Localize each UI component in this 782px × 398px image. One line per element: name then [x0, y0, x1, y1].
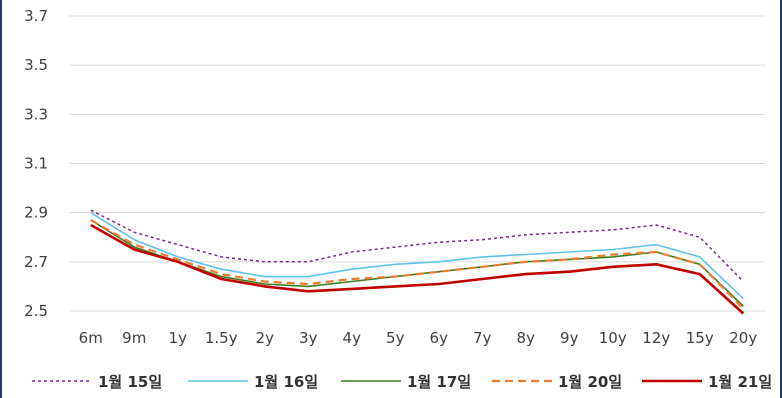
- legend-label-2: 1월 16일: [254, 373, 318, 391]
- y-tick-label: 3.5: [24, 56, 48, 74]
- y-tick-label: 3.3: [24, 105, 48, 123]
- legend-label-1: 1월 15일: [98, 373, 162, 391]
- series-line-1: [90, 209, 744, 283]
- legend-label-3: 1월 17일: [407, 373, 471, 391]
- x-tick-label: 7y: [473, 329, 492, 347]
- x-tick-label: 3y: [299, 329, 318, 347]
- x-tick-label: 9y: [560, 329, 579, 347]
- y-tick-label: 3.7: [24, 7, 48, 25]
- x-tick-label: 5y: [386, 329, 405, 347]
- x-tick-label: 8y: [517, 329, 536, 347]
- series-line-4: [90, 219, 745, 310]
- x-tick-label: 6m: [79, 329, 103, 347]
- y-tick-label: 2.5: [24, 302, 48, 320]
- x-tick-label: 20y: [729, 329, 757, 347]
- x-tick-label: 4y: [343, 329, 362, 347]
- x-tick-label: 2y: [256, 329, 275, 347]
- y-tick-label: 2.7: [24, 253, 48, 271]
- x-tick-label: 6y: [430, 329, 449, 347]
- legend-label-4: 1월 20일: [558, 373, 622, 391]
- y-tick-label: 2.9: [24, 204, 48, 222]
- x-tick-label: 12y: [642, 329, 670, 347]
- series-line-5: [90, 223, 745, 315]
- x-tick-label: 15y: [686, 329, 714, 347]
- legend-label-5: 1월 21일: [708, 373, 772, 391]
- x-tick-label: 1y: [169, 329, 188, 347]
- y-tick-label: 3.1: [24, 155, 48, 173]
- x-tick-label: 1.5y: [205, 329, 238, 347]
- x-tick-label: 9m: [122, 329, 146, 347]
- x-tick-label: 10y: [599, 329, 627, 347]
- series-line-2: [90, 212, 744, 300]
